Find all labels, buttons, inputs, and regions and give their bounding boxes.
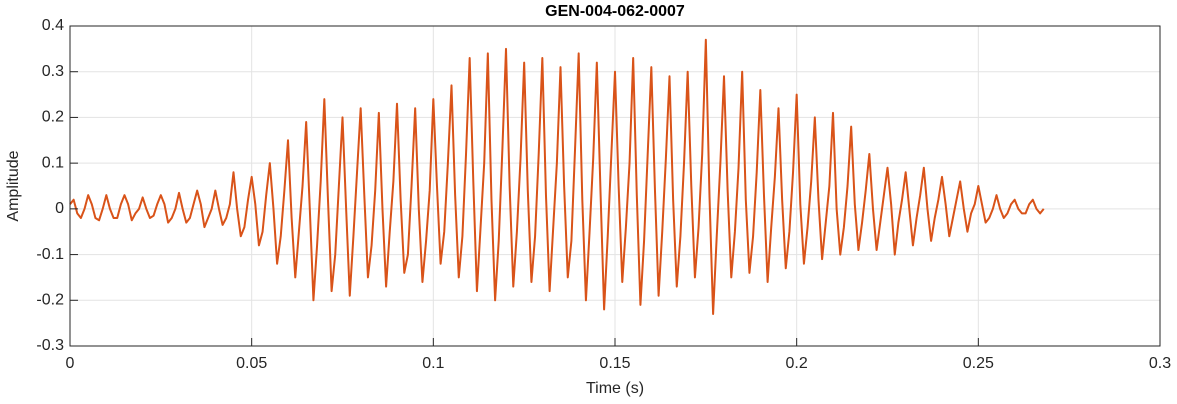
y-tick-label: -0.1 [36,246,64,263]
y-tick-label: 0.4 [42,17,64,34]
y-tick-label: -0.3 [36,337,64,354]
plot-area [69,38,1045,315]
x-tick-label: 0.3 [1149,355,1171,372]
x-tick-label: 0.2 [786,355,808,372]
y-tick-label: 0.2 [42,109,64,126]
y-tick-label: 0.3 [42,63,64,80]
y-axis-label: Amplitude [5,150,22,221]
y-tick-label: 0.1 [42,154,64,171]
x-tick-label: 0.1 [422,355,444,372]
x-tick-label: 0.25 [963,355,994,372]
x-tick-label: 0.05 [236,355,267,372]
x-tick-label: 0 [66,355,75,372]
chart-title: GEN-004-062-0007 [545,3,685,20]
x-tick-label: 0.15 [599,355,630,372]
axes: 0 0.05 0.1 0.15 0.2 0.25 0.3 -0.3 -0.2 -0.1 0 0.1 0.… [36,17,1171,372]
y-tick-label: 0 [55,200,64,217]
axes-box [69,25,1161,347]
y-tick-label: -0.2 [36,292,64,309]
x-axis-label: Time (s) [586,380,644,397]
waveform-line [69,38,1045,315]
